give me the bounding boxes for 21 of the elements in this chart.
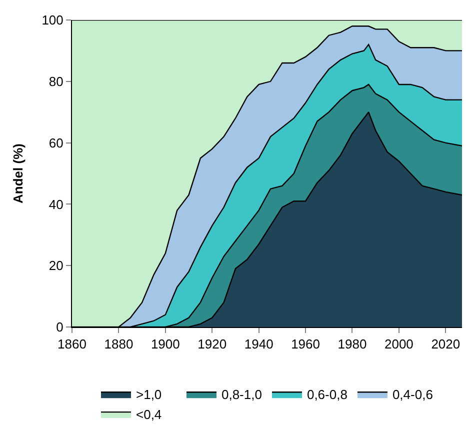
legend-label: 0,4-0,6 [392,387,433,402]
x-tick-label: 2000 [384,336,414,352]
legend-label: 0,6-0,8 [306,387,348,402]
x-tick-label: 1860 [58,336,86,352]
y-tick-label: 0 [56,320,64,335]
x-tick-label: 1960 [291,336,320,352]
x-tick-label: 2020 [431,336,460,352]
y-tick-label: 40 [48,196,64,212]
x-tick-label: 1880 [104,336,134,352]
legend-label: <0,4 [136,407,162,422]
y-axis-title: Andel (%) [10,144,26,204]
y-tick-label: 20 [48,258,64,274]
x-tick-label: 1900 [150,336,180,352]
legend-label: >1,0 [136,387,162,402]
x-tick-label: 1980 [338,336,367,352]
x-tick-label: 1940 [244,336,274,352]
legend-label: 0,8-1,0 [221,387,262,402]
y-tick-label: 60 [48,135,64,150]
x-tick-label: 1920 [198,336,227,352]
y-tick-label: 100 [42,12,64,28]
y-tick-label: 80 [48,74,64,89]
